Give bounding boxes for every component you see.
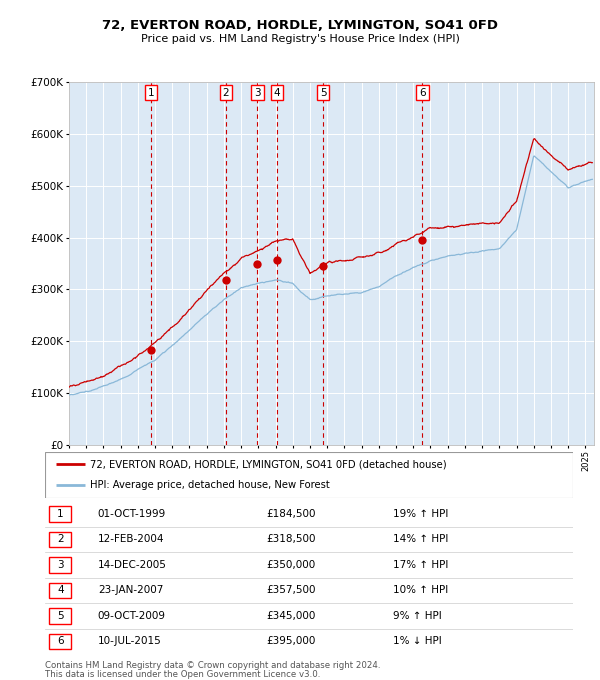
Text: 4: 4: [57, 585, 64, 596]
Text: Contains HM Land Registry data © Crown copyright and database right 2024.: Contains HM Land Registry data © Crown c…: [45, 660, 380, 670]
Text: 5: 5: [57, 611, 64, 621]
Text: 4: 4: [274, 88, 280, 97]
Text: £345,000: £345,000: [267, 611, 316, 621]
Text: 6: 6: [419, 88, 425, 97]
Text: 6: 6: [57, 636, 64, 647]
Text: 1% ↓ HPI: 1% ↓ HPI: [394, 636, 442, 647]
Text: 19% ↑ HPI: 19% ↑ HPI: [394, 509, 449, 519]
Text: £395,000: £395,000: [267, 636, 316, 647]
Text: 3: 3: [57, 560, 64, 570]
Text: 17% ↑ HPI: 17% ↑ HPI: [394, 560, 449, 570]
Text: HPI: Average price, detached house, New Forest: HPI: Average price, detached house, New …: [90, 480, 329, 490]
Text: 9% ↑ HPI: 9% ↑ HPI: [394, 611, 442, 621]
Text: 3: 3: [254, 88, 261, 97]
Text: 10% ↑ HPI: 10% ↑ HPI: [394, 585, 449, 596]
Text: 1: 1: [148, 88, 154, 97]
Bar: [49, 583, 71, 598]
Text: 72, EVERTON ROAD, HORDLE, LYMINGTON, SO41 0FD: 72, EVERTON ROAD, HORDLE, LYMINGTON, SO4…: [102, 19, 498, 33]
Text: 14-DEC-2005: 14-DEC-2005: [98, 560, 167, 570]
Text: 10-JUL-2015: 10-JUL-2015: [98, 636, 161, 647]
Text: £350,000: £350,000: [267, 560, 316, 570]
Text: 1: 1: [57, 509, 64, 519]
Text: £357,500: £357,500: [267, 585, 316, 596]
Text: 2: 2: [223, 88, 229, 97]
Text: 72, EVERTON ROAD, HORDLE, LYMINGTON, SO41 0FD (detached house): 72, EVERTON ROAD, HORDLE, LYMINGTON, SO4…: [90, 460, 446, 469]
Text: 14% ↑ HPI: 14% ↑ HPI: [394, 534, 449, 545]
Bar: [49, 634, 71, 649]
Text: 23-JAN-2007: 23-JAN-2007: [98, 585, 163, 596]
Text: 2: 2: [57, 534, 64, 545]
Bar: [49, 506, 71, 522]
Bar: [49, 608, 71, 624]
Text: £184,500: £184,500: [267, 509, 316, 519]
Text: £318,500: £318,500: [267, 534, 316, 545]
Text: 12-FEB-2004: 12-FEB-2004: [98, 534, 164, 545]
Text: 09-OCT-2009: 09-OCT-2009: [98, 611, 166, 621]
Bar: [49, 557, 71, 573]
Text: Price paid vs. HM Land Registry's House Price Index (HPI): Price paid vs. HM Land Registry's House …: [140, 34, 460, 44]
Text: 5: 5: [320, 88, 326, 97]
Bar: [49, 532, 71, 547]
Text: This data is licensed under the Open Government Licence v3.0.: This data is licensed under the Open Gov…: [45, 670, 320, 679]
Text: 01-OCT-1999: 01-OCT-1999: [98, 509, 166, 519]
